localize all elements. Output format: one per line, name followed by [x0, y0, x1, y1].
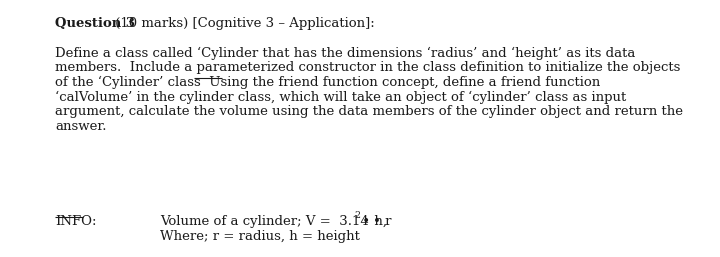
Text: members.  Include a parameterized constructor in the class definition to initial: members. Include a parameterized constru… — [55, 61, 680, 75]
Text: Volume of a cylinder; V =  3.14 • r: Volume of a cylinder; V = 3.14 • r — [160, 215, 392, 228]
Text: INFO:: INFO: — [55, 215, 96, 228]
Text: of the ‘Cylinder’ class  Using the friend function concept, define a friend func: of the ‘Cylinder’ class Using the friend… — [55, 76, 600, 89]
Text: • h,: • h, — [358, 215, 387, 228]
Text: answer.: answer. — [55, 120, 107, 133]
Text: argument, calculate the volume using the data members of the cylinder object and: argument, calculate the volume using the… — [55, 105, 683, 118]
Text: 2: 2 — [354, 211, 360, 220]
Text: Question 3: Question 3 — [55, 17, 135, 30]
Text: (10 marks) [Cognitive 3 – Application]:: (10 marks) [Cognitive 3 – Application]: — [111, 17, 374, 30]
Text: ‘calVolume’ in the cylinder class, which will take an object of ‘cylinder’ class: ‘calVolume’ in the cylinder class, which… — [55, 90, 626, 104]
Text: Define a class called ‘Cylinder that has the dimensions ‘radius’ and ‘height’ as: Define a class called ‘Cylinder that has… — [55, 47, 635, 60]
Text: Where; r = radius, h = height: Where; r = radius, h = height — [160, 230, 360, 243]
